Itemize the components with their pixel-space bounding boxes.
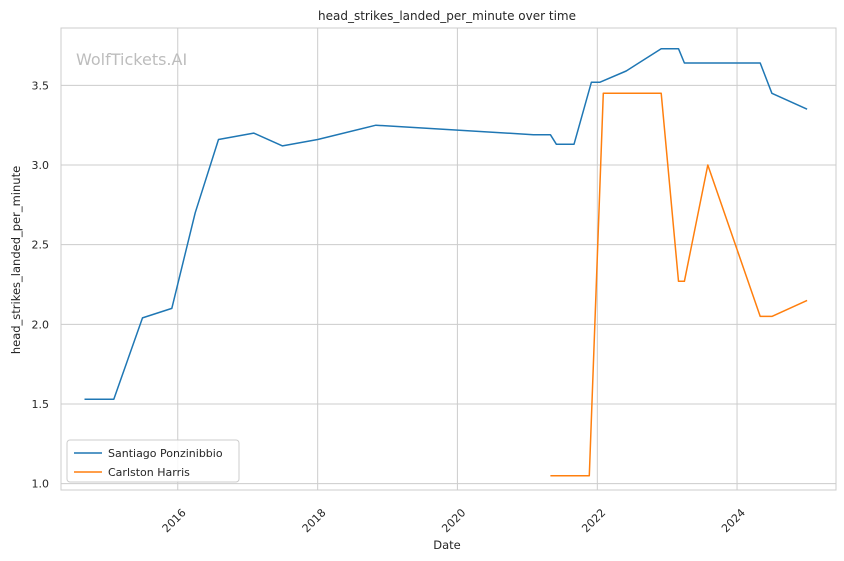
legend-label-santiago: Santiago Ponzinibbio (108, 447, 223, 460)
series-lines (84, 47, 808, 477)
legend: Santiago Ponzinibbio Carlston Harris (66, 439, 240, 483)
x-tick-label: 2020 (439, 506, 468, 535)
chart-title: head_strikes_landed_per_minute over time (318, 9, 576, 23)
y-axis-ticks: 1.0 1.5 2.0 2.5 3.0 3.5 (32, 79, 50, 490)
y-tick-label: 1.0 (32, 478, 50, 491)
x-tick-label: 2018 (300, 506, 329, 535)
y-tick-label: 2.0 (32, 318, 50, 331)
grid (61, 28, 836, 490)
y-axis-label: head_strikes_landed_per_minute (9, 166, 23, 354)
legend-label-carlston: Carlston Harris (108, 466, 190, 479)
series-line-0 (84, 47, 808, 400)
x-axis-ticks: 2016 2018 2020 2022 2024 (160, 506, 748, 535)
series-line-1 (550, 92, 808, 477)
y-tick-label: 2.5 (32, 239, 50, 252)
y-tick-label: 1.5 (32, 398, 50, 411)
x-tick-label: 2016 (160, 506, 189, 535)
plot-area-border (60, 27, 837, 491)
y-tick-label: 3.5 (32, 79, 50, 92)
x-tick-label: 2022 (579, 506, 608, 535)
y-tick-label: 3.0 (32, 159, 50, 172)
x-axis-label: Date (433, 538, 461, 552)
x-tick-label: 2024 (719, 506, 748, 535)
watermark-text: WolfTickets.AI (76, 50, 187, 69)
legend-box (66, 439, 240, 483)
